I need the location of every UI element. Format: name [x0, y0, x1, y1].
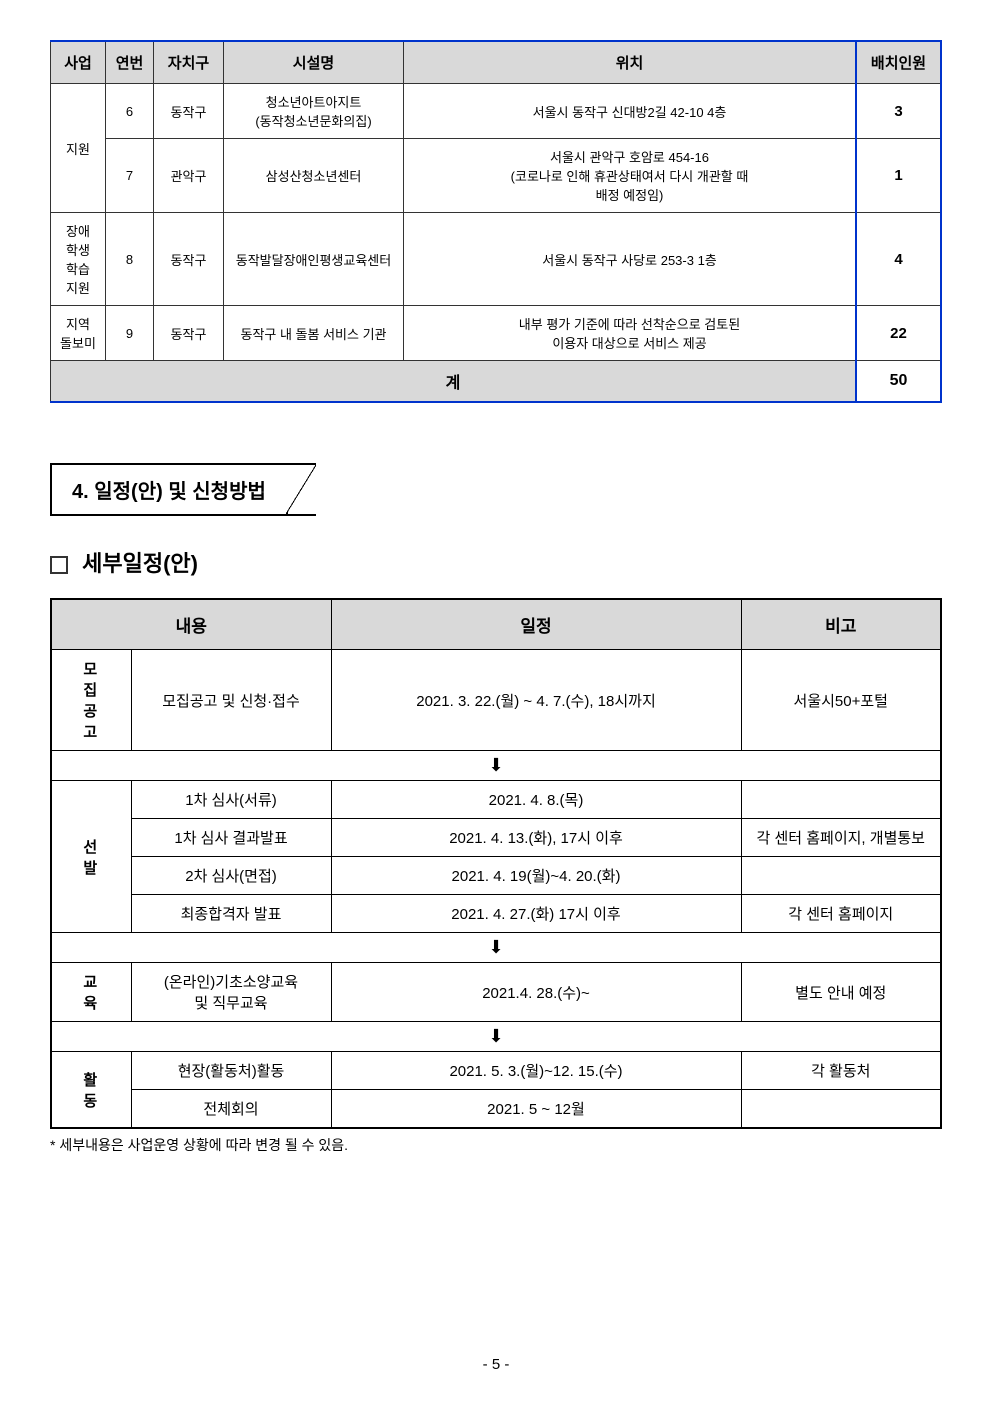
table-row: 최종합격자 발표2021. 4. 27.(화) 17시 이후각 센터 홈페이지 — [51, 895, 941, 933]
staff-cell: 22 — [856, 306, 941, 361]
facility-header-row: 사업 연번 자치구 시설명 위치 배치인원 — [51, 41, 942, 84]
arrow-row-cell: ⬇ — [51, 1022, 941, 1052]
content-cell: 2차 심사(면접) — [131, 857, 331, 895]
category-cell: 교 육 — [51, 963, 131, 1022]
header-note: 비고 — [741, 599, 941, 650]
category-cell: 활 동 — [51, 1052, 131, 1129]
biz-cell: 지역 돌보미 — [51, 306, 106, 361]
content-cell: 1차 심사(서류) — [131, 781, 331, 819]
table-row: 장애 학생 학습 지원8동작구동작발달장애인평생교육센터서울시 동작구 사당로 … — [51, 213, 942, 306]
total-row: 계50 — [51, 361, 942, 403]
schedule-subheading: 세부일정(안) — [50, 546, 942, 578]
date-cell: 2021. 4. 13.(화), 17시 이후 — [331, 819, 741, 857]
note-cell: 서울시50+포털 — [741, 650, 941, 751]
header-dist: 자치구 — [154, 41, 224, 84]
note-cell — [741, 1090, 941, 1129]
content-cell: 1차 심사 결과발표 — [131, 819, 331, 857]
dist-cell: 동작구 — [154, 213, 224, 306]
header-staff: 배치인원 — [856, 41, 941, 84]
header-date: 일정 — [331, 599, 741, 650]
content-cell: (온라인)기초소양교육 및 직무교육 — [131, 963, 331, 1022]
date-cell: 2021. 4. 19(월)~4. 20.(화) — [331, 857, 741, 895]
location-cell: 서울시 동작구 신대방2길 42-10 4층 — [404, 84, 857, 139]
facility-cell: 동작구 내 돌봄 서비스 기관 — [224, 306, 404, 361]
schedule-table: 내용 일정 비고 모집공고모집공고 및 신청·접수2021. 3. 22.(월)… — [50, 598, 942, 1129]
down-arrow-icon: ⬇ — [488, 937, 503, 958]
down-arrow-icon: ⬇ — [488, 755, 503, 776]
header-biz: 사업 — [51, 41, 106, 84]
schedule-subheading-text: 세부일정(안) — [82, 551, 198, 576]
table-row: ⬇ — [51, 751, 941, 781]
date-cell: 2021. 4. 27.(화) 17시 이후 — [331, 895, 741, 933]
arrow-row-cell: ⬇ — [51, 751, 941, 781]
content-cell: 전체회의 — [131, 1090, 331, 1129]
biz-cell: 지원 — [51, 84, 106, 213]
facility-cell: 청소년아트아지트 (동작청소년문화의집) — [224, 84, 404, 139]
page-number: - 5 - — [483, 1356, 510, 1373]
content-cell: 모집공고 및 신청·접수 — [131, 650, 331, 751]
dist-cell: 동작구 — [154, 306, 224, 361]
table-row: 1차 심사 결과발표2021. 4. 13.(화), 17시 이후각 센터 홈페… — [51, 819, 941, 857]
table-row: 교 육(온라인)기초소양교육 및 직무교육2021.4. 28.(수)~별도 안… — [51, 963, 941, 1022]
location-cell: 서울시 관악구 호암로 454-16 (코로나로 인해 휴관상태여서 다시 개관… — [404, 139, 857, 213]
table-row: 모집공고모집공고 및 신청·접수2021. 3. 22.(월) ~ 4. 7.(… — [51, 650, 941, 751]
table-row: 7관악구삼성산청소년센터서울시 관악구 호암로 454-16 (코로나로 인해 … — [51, 139, 942, 213]
note-cell — [741, 781, 941, 819]
header-facility: 시설명 — [224, 41, 404, 84]
header-content: 내용 — [51, 599, 331, 650]
header-loc: 위치 — [404, 41, 857, 84]
note-cell — [741, 857, 941, 895]
total-value: 50 — [856, 361, 941, 403]
num-cell: 6 — [106, 84, 154, 139]
down-arrow-icon: ⬇ — [488, 1026, 503, 1047]
facility-cell: 삼성산청소년센터 — [224, 139, 404, 213]
content-cell: 현장(활동처)활동 — [131, 1052, 331, 1090]
note-cell: 각 활동처 — [741, 1052, 941, 1090]
table-row: 지원6동작구청소년아트아지트 (동작청소년문화의집)서울시 동작구 신대방2길 … — [51, 84, 942, 139]
content-cell: 최종합격자 발표 — [131, 895, 331, 933]
checkbox-icon — [50, 556, 68, 574]
footnote: * 세부내용은 사업운영 상황에 따라 변경 될 수 있음. — [50, 1135, 942, 1155]
note-cell: 각 센터 홈페이지 — [741, 895, 941, 933]
header-num: 연번 — [106, 41, 154, 84]
note-cell: 각 센터 홈페이지, 개별통보 — [741, 819, 941, 857]
section-4-heading: 4. 일정(안) 및 신청방법 — [50, 463, 942, 516]
table-row: 2차 심사(면접)2021. 4. 19(월)~4. 20.(화) — [51, 857, 941, 895]
date-cell: 2021.4. 28.(수)~ — [331, 963, 741, 1022]
num-cell: 7 — [106, 139, 154, 213]
facility-table: 사업 연번 자치구 시설명 위치 배치인원 지원6동작구청소년아트아지트 (동작… — [50, 40, 942, 403]
num-cell: 9 — [106, 306, 154, 361]
category-cell: 모집공고 — [51, 650, 131, 751]
location-cell: 내부 평가 기준에 따라 선착순으로 검토된 이용자 대상으로 서비스 제공 — [404, 306, 857, 361]
date-cell: 2021. 5 ~ 12월 — [331, 1090, 741, 1129]
location-cell: 서울시 동작구 사당로 253-3 1층 — [404, 213, 857, 306]
staff-cell: 3 — [856, 84, 941, 139]
table-row: ⬇ — [51, 1022, 941, 1052]
table-row: 선 발1차 심사(서류)2021. 4. 8.(목) — [51, 781, 941, 819]
staff-cell: 1 — [856, 139, 941, 213]
arrow-row-cell: ⬇ — [51, 933, 941, 963]
facility-cell: 동작발달장애인평생교육센터 — [224, 213, 404, 306]
note-cell: 별도 안내 예정 — [741, 963, 941, 1022]
staff-cell: 4 — [856, 213, 941, 306]
num-cell: 8 — [106, 213, 154, 306]
table-row: 활 동현장(활동처)활동2021. 5. 3.(월)~12. 15.(수)각 활… — [51, 1052, 941, 1090]
category-cell: 선 발 — [51, 781, 131, 933]
table-row: ⬇ — [51, 933, 941, 963]
date-cell: 2021. 4. 8.(목) — [331, 781, 741, 819]
section-4-title-box: 4. 일정(안) 및 신청방법 — [50, 463, 288, 516]
section-4-title: 4. 일정(안) 및 신청방법 — [72, 481, 266, 503]
dist-cell: 동작구 — [154, 84, 224, 139]
total-label: 계 — [51, 361, 857, 403]
table-row: 지역 돌보미9동작구동작구 내 돌봄 서비스 기관내부 평가 기준에 따라 선착… — [51, 306, 942, 361]
date-cell: 2021. 3. 22.(월) ~ 4. 7.(수), 18시까지 — [331, 650, 741, 751]
biz-cell: 장애 학생 학습 지원 — [51, 213, 106, 306]
dist-cell: 관악구 — [154, 139, 224, 213]
date-cell: 2021. 5. 3.(월)~12. 15.(수) — [331, 1052, 741, 1090]
table-row: 전체회의2021. 5 ~ 12월 — [51, 1090, 941, 1129]
schedule-header-row: 내용 일정 비고 — [51, 599, 941, 650]
